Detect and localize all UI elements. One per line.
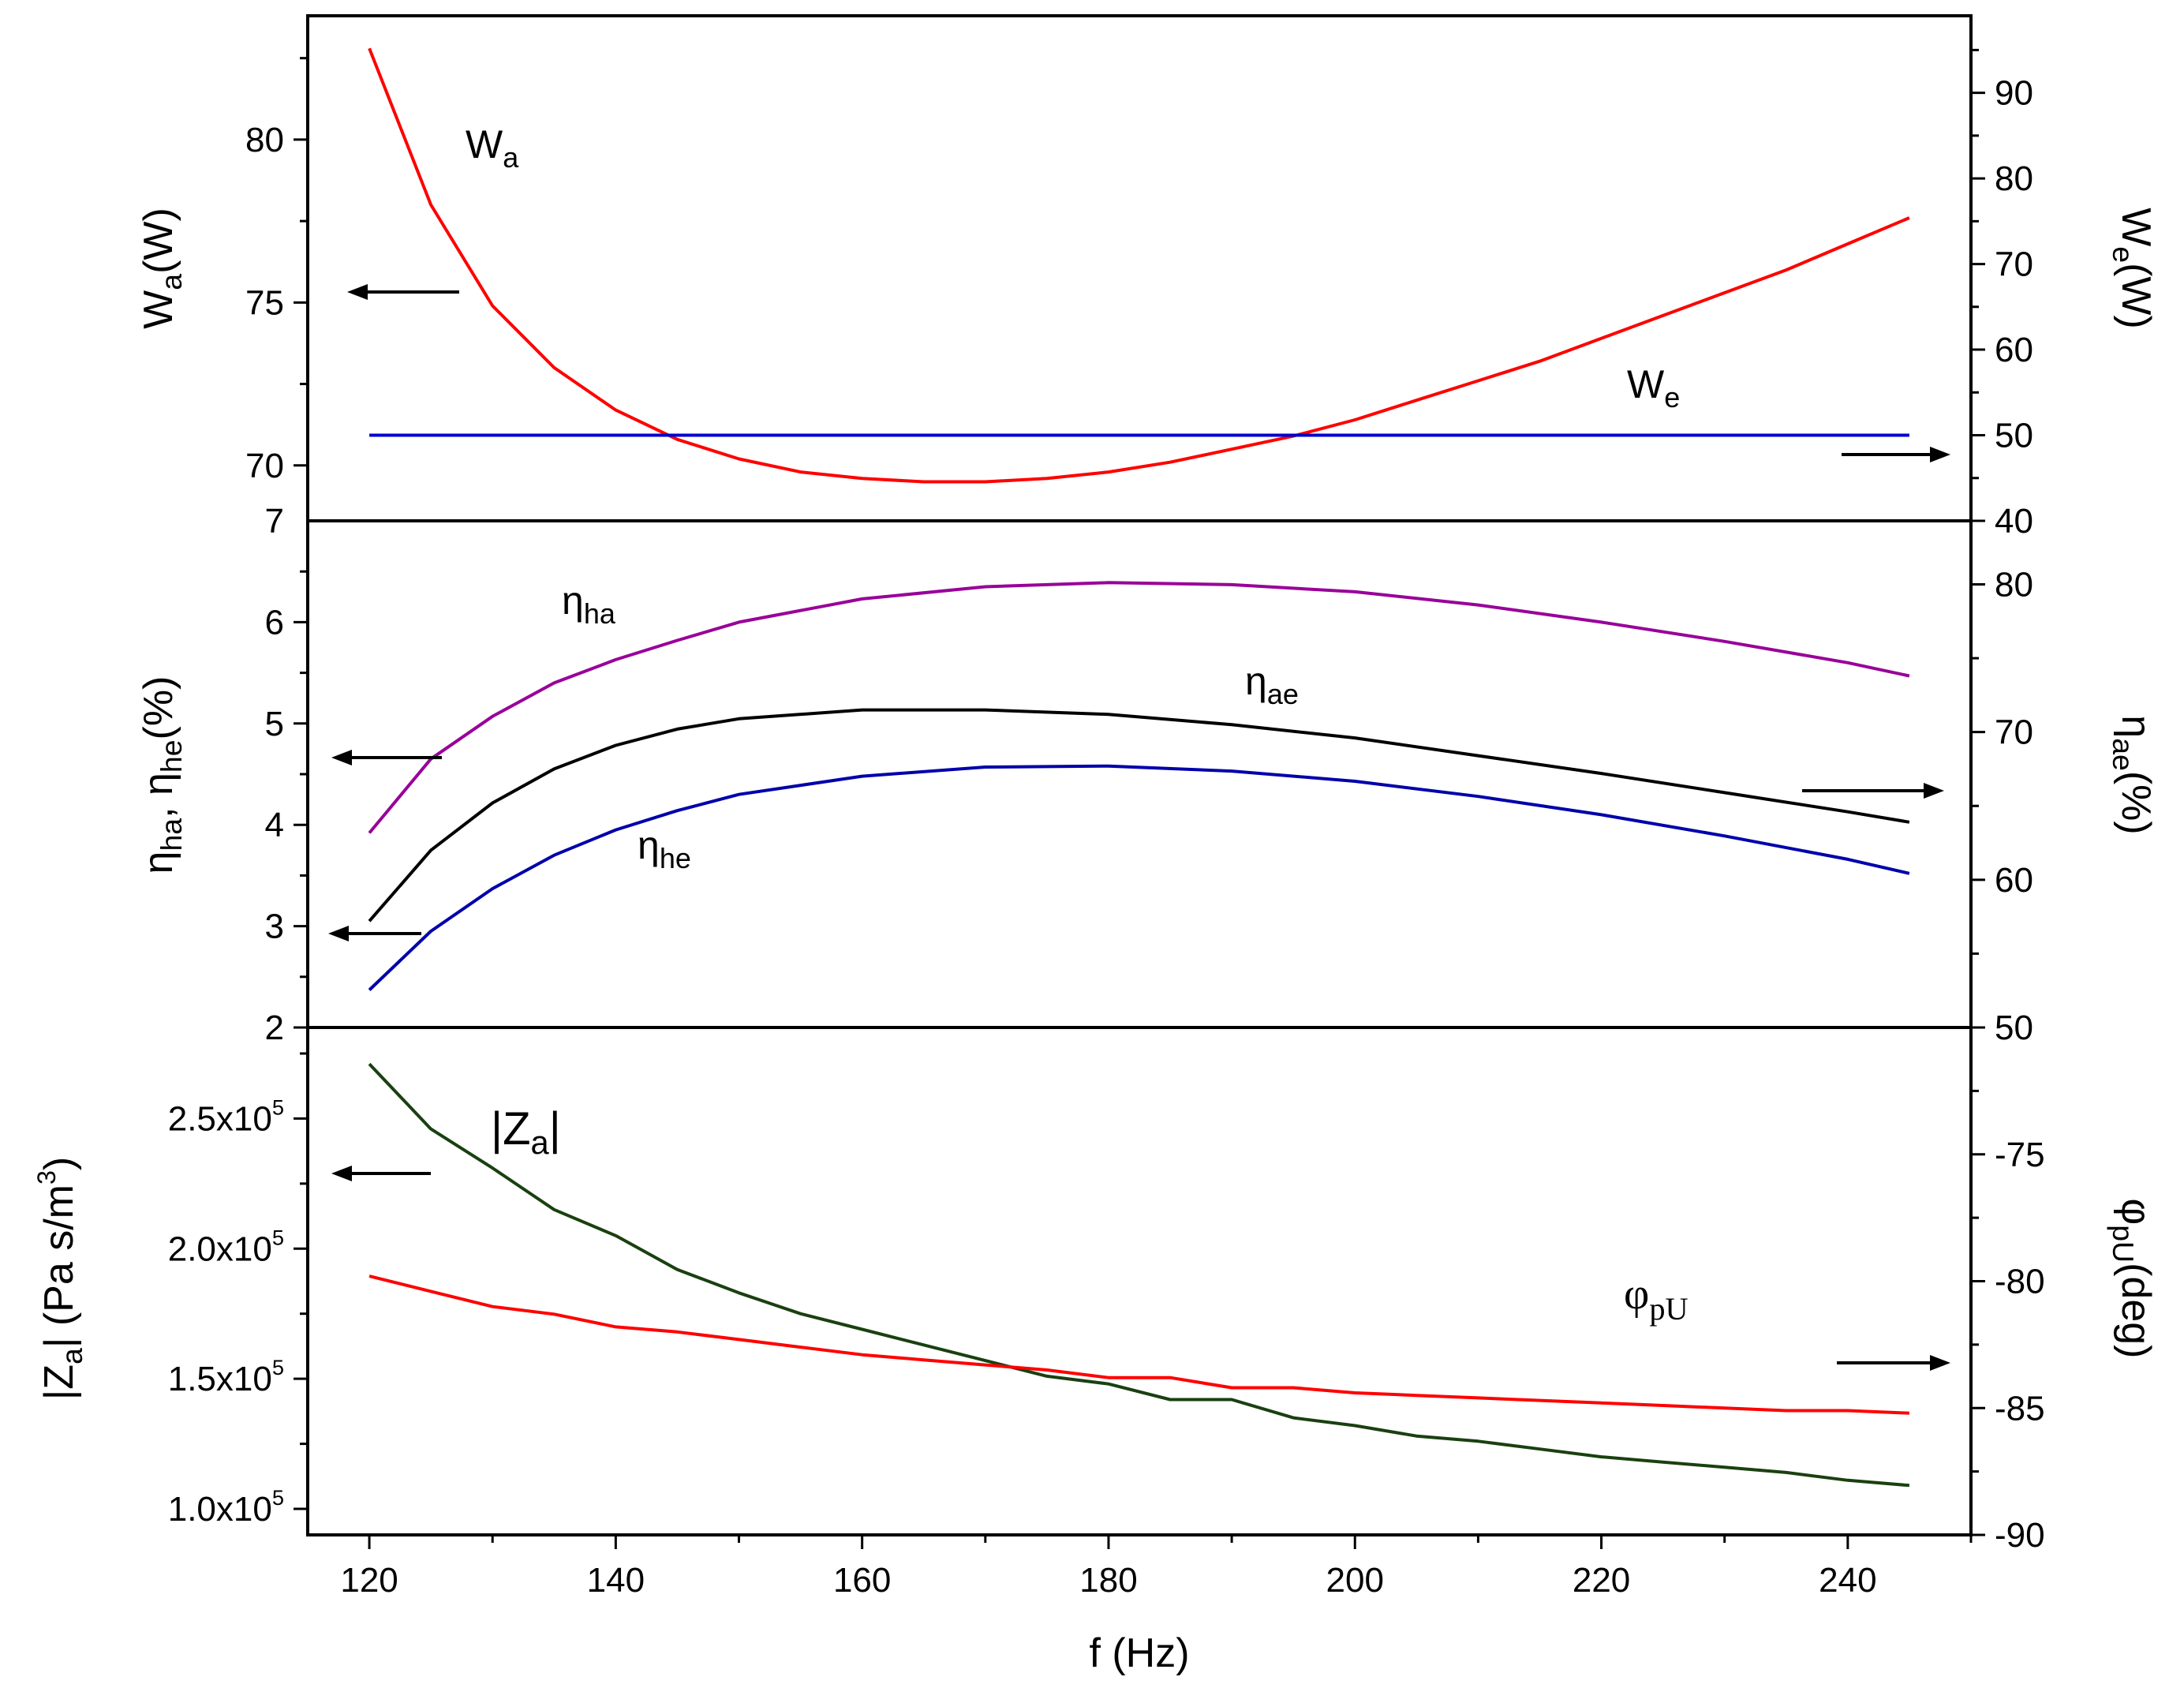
panel3-left-axis-title: |Za| (Pa s/m3) [32,1157,88,1400]
label-eta-ae: ηae [1245,659,1299,710]
series-line-phi_pU [368,1274,1909,1415]
panel2-right-axis-title: ηae(%) [2107,715,2159,834]
right-tick-label: -85 [1995,1389,2045,1428]
left-tick-label: 80 [245,121,284,159]
right-tick-label: 40 [1995,502,2033,541]
x-tick-label: 120 [340,1561,398,1600]
label-Wa: Wa [466,122,519,174]
x-tick-label: 180 [1079,1561,1137,1600]
arrow-phi-pU-right-axis [1837,1355,1950,1371]
arrow-Za-left-axis [331,1166,431,1181]
x-tick-label: 200 [1326,1561,1384,1600]
label-phi-pU: φpU [1624,1270,1688,1327]
left-tick-label: 75 [245,283,284,322]
left-tick-label: 5 [265,705,284,743]
left-tick-label: 7 [265,502,284,541]
series-line-eta_he [368,764,1910,991]
arrow-eta-ha-left-axis [331,750,442,765]
arrow-Wa-left-axis [347,284,459,300]
left-tick-label: 2.0x105 [168,1225,284,1268]
x-tick-label: 140 [587,1561,645,1600]
right-tick-label: 50 [1995,1009,2033,1047]
right-tick-label: 90 [1995,74,2033,113]
label-eta-ha: ηha [562,578,616,630]
label-Za: |Za| [491,1103,561,1161]
right-tick-label: -90 [1995,1516,2045,1555]
panel3-right-axis-title: φpU(deg) [2107,1199,2159,1359]
right-tick-label: 50 [1995,417,2033,455]
left-tick-label: 1.0x105 [168,1485,284,1529]
arrow-eta-he-left-axis [328,926,421,941]
series-line-eta_ha [368,581,1910,834]
right-tick-label: -75 [1995,1136,2045,1174]
panel1-left-axis-title: Wa(W) [136,208,188,329]
left-tick-label: 1.5x105 [168,1355,284,1398]
series-line-Za [368,1062,1910,1488]
left-tick-label: 4 [265,806,284,844]
x-tick-label: 240 [1819,1561,1876,1600]
series-line-eta_ae [368,708,1910,923]
series-line-Wa [368,47,1910,484]
label-eta-he: ηhe [638,823,691,874]
left-tick-label: 3 [265,908,284,946]
x-axis-title: f (Hz) [1089,1630,1189,1676]
left-tick-label: 2 [265,1009,284,1047]
right-tick-label: 60 [1995,331,2033,369]
label-We: We [1627,362,1680,414]
arrow-We-right-axis [1842,447,1950,462]
panel1-right-axis-title: We(W) [2107,208,2159,329]
left-tick-label: 2.5x105 [168,1095,284,1138]
x-tick-label: 160 [833,1561,891,1600]
right-tick-label: 60 [1995,861,2033,900]
arrow-eta-ae-right-axis [1802,783,1944,799]
right-tick-label: 80 [1995,565,2033,604]
right-tick-label: 70 [1995,713,2033,752]
right-tick-label: -80 [1995,1263,2045,1301]
right-tick-label: 80 [1995,159,2033,198]
left-tick-label: 70 [245,447,284,485]
x-tick-label: 220 [1573,1561,1630,1600]
right-tick-label: 70 [1995,245,2033,284]
panel2-left-axis-title: ηha, ηhe(%) [136,676,188,874]
left-tick-label: 6 [265,603,284,642]
